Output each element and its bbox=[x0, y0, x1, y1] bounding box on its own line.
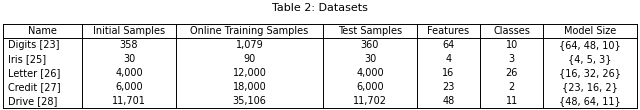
Text: 12,000: 12,000 bbox=[232, 68, 266, 78]
Text: Credit [27]: Credit [27] bbox=[8, 82, 60, 92]
Text: Name: Name bbox=[28, 26, 57, 36]
Text: 26: 26 bbox=[506, 68, 518, 78]
Text: 6,000: 6,000 bbox=[356, 82, 384, 92]
Text: Iris [25]: Iris [25] bbox=[8, 54, 46, 64]
Text: {48, 64, 11}: {48, 64, 11} bbox=[559, 96, 621, 106]
Text: 358: 358 bbox=[120, 40, 138, 50]
Text: Digits [23]: Digits [23] bbox=[8, 40, 59, 50]
Text: 23: 23 bbox=[442, 82, 454, 92]
Text: Online Training Samples: Online Training Samples bbox=[190, 26, 308, 36]
Text: 11,702: 11,702 bbox=[353, 96, 387, 106]
Text: Letter [26]: Letter [26] bbox=[8, 68, 60, 78]
Text: {64, 48, 10}: {64, 48, 10} bbox=[559, 40, 621, 50]
Text: 6,000: 6,000 bbox=[115, 82, 143, 92]
Text: {16, 32, 26}: {16, 32, 26} bbox=[559, 68, 621, 78]
Text: {23, 16, 2}: {23, 16, 2} bbox=[562, 82, 618, 92]
Text: 35,106: 35,106 bbox=[232, 96, 266, 106]
Text: 90: 90 bbox=[243, 54, 255, 64]
Text: Test Samples: Test Samples bbox=[338, 26, 402, 36]
Text: 4,000: 4,000 bbox=[115, 68, 143, 78]
Text: 11,701: 11,701 bbox=[112, 96, 146, 106]
Text: 64: 64 bbox=[442, 40, 454, 50]
Text: Model Size: Model Size bbox=[564, 26, 616, 36]
Text: Initial Samples: Initial Samples bbox=[93, 26, 165, 36]
Text: Features: Features bbox=[428, 26, 469, 36]
Text: Drive [28]: Drive [28] bbox=[8, 96, 57, 106]
Text: {4, 5, 3}: {4, 5, 3} bbox=[568, 54, 612, 64]
Text: 16: 16 bbox=[442, 68, 454, 78]
Text: 4,000: 4,000 bbox=[356, 68, 384, 78]
Text: 360: 360 bbox=[361, 40, 379, 50]
Text: 1,079: 1,079 bbox=[236, 40, 264, 50]
Text: Table 2: Datasets: Table 2: Datasets bbox=[272, 3, 368, 13]
Text: 10: 10 bbox=[506, 40, 518, 50]
Text: 48: 48 bbox=[442, 96, 454, 106]
Text: 3: 3 bbox=[509, 54, 515, 64]
Text: 2: 2 bbox=[509, 82, 515, 92]
Text: 30: 30 bbox=[364, 54, 376, 64]
Text: 4: 4 bbox=[445, 54, 451, 64]
Text: 30: 30 bbox=[123, 54, 135, 64]
Text: 11: 11 bbox=[506, 96, 518, 106]
Text: 18,000: 18,000 bbox=[233, 82, 266, 92]
Text: Classes: Classes bbox=[493, 26, 530, 36]
